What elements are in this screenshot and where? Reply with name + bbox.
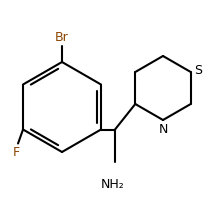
Text: NH₂: NH₂ bbox=[101, 178, 125, 190]
Text: F: F bbox=[12, 145, 20, 158]
Text: Br: Br bbox=[55, 31, 69, 44]
Text: N: N bbox=[158, 123, 168, 136]
Text: S: S bbox=[194, 63, 202, 76]
